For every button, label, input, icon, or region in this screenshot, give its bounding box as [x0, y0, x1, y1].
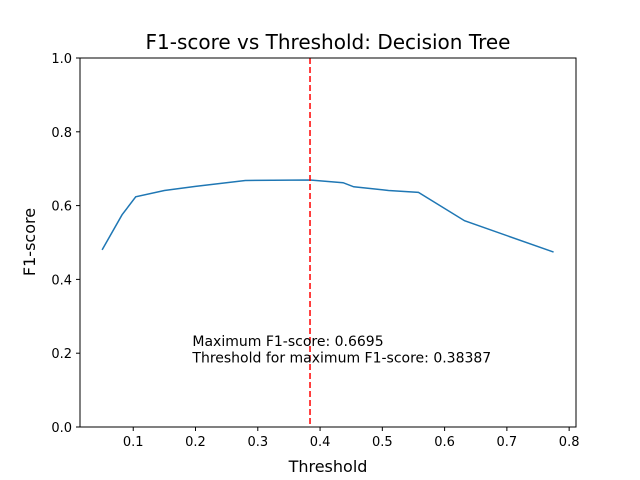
x-tick-label: 0.2	[185, 435, 206, 450]
x-tick-label: 0.6	[434, 435, 455, 450]
x-axis-label: Threshold	[288, 457, 368, 476]
series-line-0	[101, 179, 554, 253]
x-tick-label: 0.7	[497, 435, 518, 450]
chart-title: F1-score vs Threshold: Decision Tree	[146, 30, 511, 54]
y-tick-label: 0.8	[51, 126, 72, 141]
y-tick-label: 0.4	[51, 273, 72, 288]
annotation-1: Threshold for maximum F1-score: 0.38387	[191, 350, 491, 366]
x-tick-label: 0.4	[310, 435, 331, 450]
y-tick-label: 1.0	[51, 52, 72, 67]
y-axis-label: F1-score	[20, 208, 39, 276]
annotation-0: Maximum F1-score: 0.6695	[192, 334, 383, 350]
y-tick-label: 0.6	[51, 200, 72, 215]
x-tick-label: 0.3	[247, 435, 268, 450]
x-tick-label: 0.1	[123, 435, 144, 450]
y-tick-label: 0.2	[51, 347, 72, 362]
plot-frame	[79, 57, 577, 428]
y-tick-label: 0.0	[51, 421, 72, 436]
x-tick-label: 0.8	[559, 435, 580, 450]
x-tick-label: 0.5	[372, 435, 393, 450]
